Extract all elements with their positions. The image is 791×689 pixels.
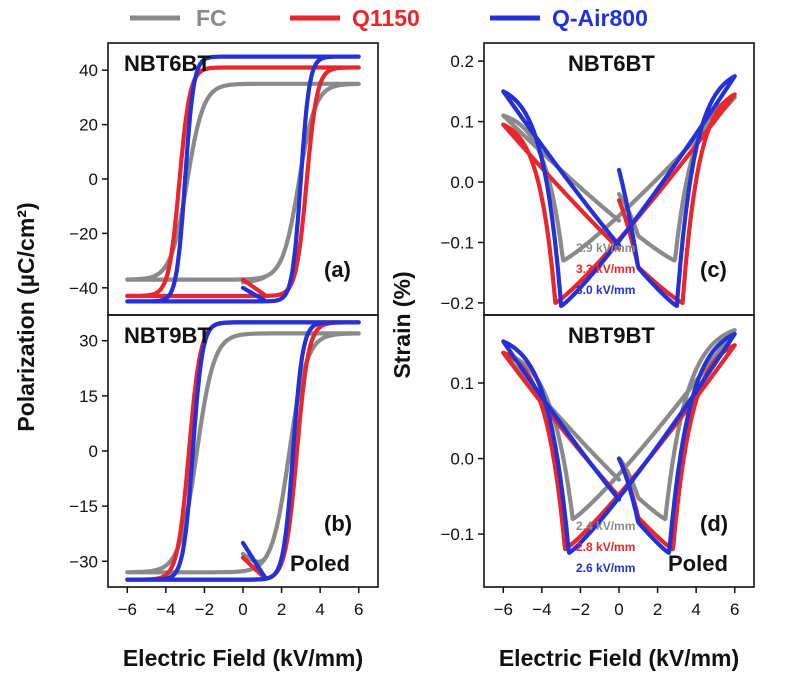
panel-a-label: (a)	[324, 257, 351, 282]
right-x-axis-label: Electric Field (kV/mm)	[499, 645, 739, 671]
series-fc-curve	[125, 81, 361, 285]
panel-d-condition: Poled	[668, 551, 728, 576]
coercive-field-label: 3.0 kV/mm	[576, 283, 635, 297]
series-q-air800-curve	[125, 320, 361, 582]
y-tick-label: 20	[79, 116, 98, 135]
x-tick-label: 6	[354, 600, 363, 619]
y-tick-label: 0.1	[450, 113, 474, 132]
y-tick-label: 0.1	[450, 374, 474, 393]
x-tick-label: 2	[653, 600, 662, 619]
panel-a-polarization-nbt6bt: 40 20 0 −20 −40 NBT6BT (a)	[69, 42, 379, 316]
legend-label-q-air800: Q-Air800	[552, 5, 648, 31]
panel-c-title: NBT6BT	[568, 51, 655, 76]
y-tick-label: −0.2	[440, 294, 474, 313]
panel-b-label: (b)	[324, 511, 352, 536]
panel-c-curves	[501, 74, 737, 308]
x-tick-label: 4	[315, 600, 324, 619]
legend-label-q1150: Q1150	[352, 5, 420, 31]
y-tick-label: 0	[89, 170, 98, 189]
series-fc-curve	[125, 331, 361, 575]
series-fc-curve	[501, 328, 737, 522]
y-tick-label: −20	[69, 224, 98, 243]
x-tick-label: −2	[571, 600, 590, 619]
coercive-field-label: 3.3 kV/mm	[576, 262, 635, 276]
coercive-field-label: 2.9 kV/mm	[576, 241, 635, 255]
y-tick-label: 0.0	[450, 173, 474, 192]
y-tick-label: −40	[69, 279, 98, 298]
y-tick-label: 0.0	[450, 450, 474, 469]
panel-d-title: NBT9BT	[568, 323, 655, 348]
panel-d-label: (d)	[700, 511, 728, 536]
panel-a-curves	[125, 54, 361, 304]
panel-b-title: NBT9BT	[124, 323, 211, 348]
panel-b-condition: Poled	[290, 551, 350, 576]
panel-c-strain-nbt6bt: 0.2 0.1 0.0 −0.1 −0.2 NBT6BT (c) 2.9 kV/mm 3.3 k…	[440, 42, 755, 316]
series-q-air800-curve	[501, 74, 737, 308]
y-tick-label: 0.2	[450, 52, 474, 71]
panel-c-label: (c)	[700, 257, 727, 282]
x-tick-label: 2	[277, 600, 286, 619]
y-tick-label: −0.1	[440, 233, 474, 252]
coercive-field-label: 2.8 kV/mm	[576, 540, 635, 554]
y-tick-label: −15	[69, 497, 98, 516]
x-tick-label: 6	[730, 600, 739, 619]
panel-a-title: NBT6BT	[124, 51, 211, 76]
y-tick-label: 30	[79, 332, 98, 351]
x-tick-label: −2	[195, 600, 214, 619]
y-tick-label: −0.1	[440, 525, 474, 544]
x-tick-label: −6	[118, 600, 137, 619]
coercive-field-label: 2.4 kV/mm	[576, 519, 635, 533]
panel-b-curves	[125, 320, 361, 582]
x-tick-label: 0	[614, 600, 623, 619]
right-y-axis-label: Strain (%)	[389, 271, 415, 378]
panel-d-curves	[501, 328, 737, 555]
y-tick-label: 15	[79, 387, 98, 406]
panel-b-polarization-nbt9bt: 30 15 0 −15 −30 −6 −4 −2 0 2 4 6 NBT9BT (b) Poled	[69, 314, 379, 619]
series-q-air800-curve	[125, 54, 361, 304]
series-q-air800-curve	[501, 331, 737, 555]
x-tick-label: −6	[494, 600, 513, 619]
x-tick-label: −4	[156, 600, 175, 619]
series-q1150-curve	[125, 65, 361, 299]
left-y-axis-label: Polarization (µC/cm²)	[13, 202, 39, 431]
y-tick-label: −30	[69, 552, 98, 571]
y-tick-label: 40	[79, 61, 98, 80]
coercive-field-label: 2.6 kV/mm	[576, 561, 635, 575]
x-tick-label: 0	[238, 600, 247, 619]
left-x-axis-label: Electric Field (kV/mm)	[123, 645, 363, 671]
x-tick-label: −4	[532, 600, 551, 619]
y-tick-label: 0	[89, 442, 98, 461]
legend: FC Q1150 Q-Air800	[130, 5, 648, 31]
panel-d-strain-nbt9bt: 0.1 0.0 −0.1 −6 −4 −2 0 2 4 6 NBT9BT (d) Poled 2.4 kV…	[440, 314, 755, 619]
x-tick-label: 4	[691, 600, 700, 619]
legend-label-fc: FC	[196, 5, 227, 31]
